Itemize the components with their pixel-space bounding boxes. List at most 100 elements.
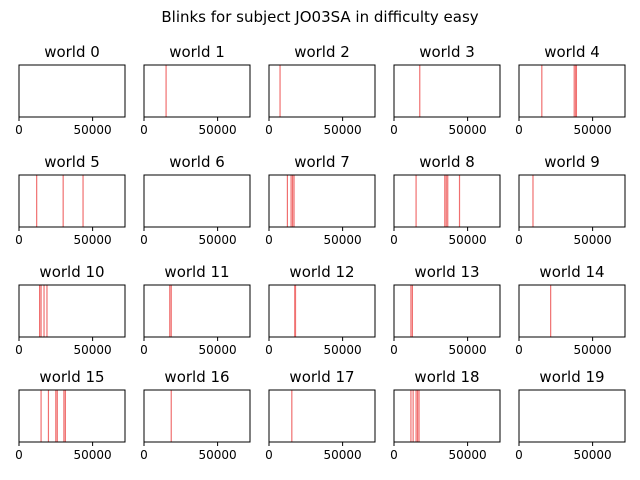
panel-frame [518,389,626,443]
x-tick-label: 0 [390,343,398,357]
panel-world-2: world 2 0 50000 [265,43,376,137]
x-tick-label: 0 [390,123,398,137]
panel-world-7: world 7 0 50000 [265,153,376,247]
panel-title: world 13 [414,263,479,281]
panel-world-14: world 14 0 50000 [515,263,626,357]
panel-frame [143,174,251,228]
panel-title: world 19 [539,368,604,386]
panel-title: world 14 [539,263,604,281]
figure-title: Blinks for subject JO03SA in difficulty … [161,8,478,26]
panel-world-5: world 5 0 50000 [15,153,126,247]
x-tick-label: 0 [390,233,398,247]
panel-title: world 5 [44,153,100,171]
panel-frame [18,389,126,443]
panel-world-15: world 15 0 50000 [15,368,126,462]
x-tick-label: 50000 [574,343,612,357]
panel-world-16: world 16 0 50000 [140,368,251,462]
x-tick-label: 0 [390,448,398,462]
panel-world-10: world 10 0 50000 [15,263,126,357]
x-tick-label: 50000 [574,233,612,247]
panel-title: world 9 [544,153,600,171]
panel-frame [268,174,376,228]
x-tick-label: 50000 [449,343,487,357]
x-tick-label: 0 [15,233,23,247]
x-tick-label: 0 [515,123,523,137]
x-tick-label: 50000 [574,448,612,462]
panel-title: world 4 [544,43,600,61]
x-tick-label: 0 [140,233,148,247]
panel-title: world 12 [289,263,354,281]
x-tick-label: 0 [140,343,148,357]
x-tick-label: 0 [515,448,523,462]
x-tick-label: 50000 [449,448,487,462]
x-tick-label: 50000 [74,123,112,137]
panel-world-12: world 12 0 50000 [265,263,376,357]
panel-frame [518,284,626,338]
panel-world-3: world 3 0 50000 [390,43,501,137]
x-tick-label: 50000 [74,233,112,247]
x-tick-label: 50000 [324,448,362,462]
x-tick-label: 0 [265,123,273,137]
panel-frame [143,389,251,443]
x-tick-label: 0 [515,343,523,357]
panel-frame [393,174,501,228]
panel-title: world 8 [419,153,475,171]
x-tick-label: 0 [15,448,23,462]
panel-world-6: world 6 0 50000 [140,153,251,247]
panel-world-13: world 13 0 50000 [390,263,501,357]
panel-title: world 1 [169,43,225,61]
panel-frame [143,284,251,338]
panel-frame [393,64,501,118]
panel-frame [393,284,501,338]
panel-world-1: world 1 0 50000 [140,43,251,137]
panel-title: world 18 [414,368,479,386]
panel-frame [268,284,376,338]
panel-world-17: world 17 0 50000 [265,368,376,462]
x-tick-label: 0 [140,123,148,137]
panel-title: world 11 [164,263,229,281]
x-tick-label: 0 [265,343,273,357]
x-tick-label: 0 [140,448,148,462]
x-tick-label: 0 [15,123,23,137]
panel-frame [143,64,251,118]
x-tick-label: 0 [15,343,23,357]
panel-world-8: world 8 0 50000 [390,153,501,247]
panel-title: world 7 [294,153,350,171]
panel-frame [268,64,376,118]
x-tick-label: 50000 [324,343,362,357]
x-tick-label: 50000 [324,123,362,137]
panel-title: world 3 [419,43,475,61]
panel-world-4: world 4 0 50000 [515,43,626,137]
x-tick-label: 50000 [324,233,362,247]
x-tick-label: 50000 [199,123,237,137]
x-tick-label: 50000 [574,123,612,137]
panel-world-19: world 19 0 50000 [515,368,626,462]
panel-world-0: world 0 0 50000 [15,43,126,137]
x-tick-label: 50000 [74,343,112,357]
panel-frame [518,174,626,228]
panel-frame [393,389,501,443]
panel-title: world 15 [39,368,104,386]
panel-title: world 10 [39,263,104,281]
x-tick-label: 50000 [199,448,237,462]
x-tick-label: 50000 [449,123,487,137]
panel-world-9: world 9 0 50000 [515,153,626,247]
panel-title: world 6 [169,153,225,171]
x-tick-label: 50000 [449,233,487,247]
x-tick-label: 0 [265,448,273,462]
panel-frame [18,64,126,118]
panel-title: world 17 [289,368,354,386]
panel-frame [518,64,626,118]
panel-frame [18,284,126,338]
panel-world-11: world 11 0 50000 [140,263,251,357]
x-tick-label: 0 [515,233,523,247]
x-tick-label: 50000 [74,448,112,462]
x-tick-label: 0 [265,233,273,247]
panel-title: world 2 [294,43,350,61]
x-tick-label: 50000 [199,233,237,247]
panel-title: world 16 [164,368,229,386]
panel-frame [18,174,126,228]
panel-frame [268,389,376,443]
